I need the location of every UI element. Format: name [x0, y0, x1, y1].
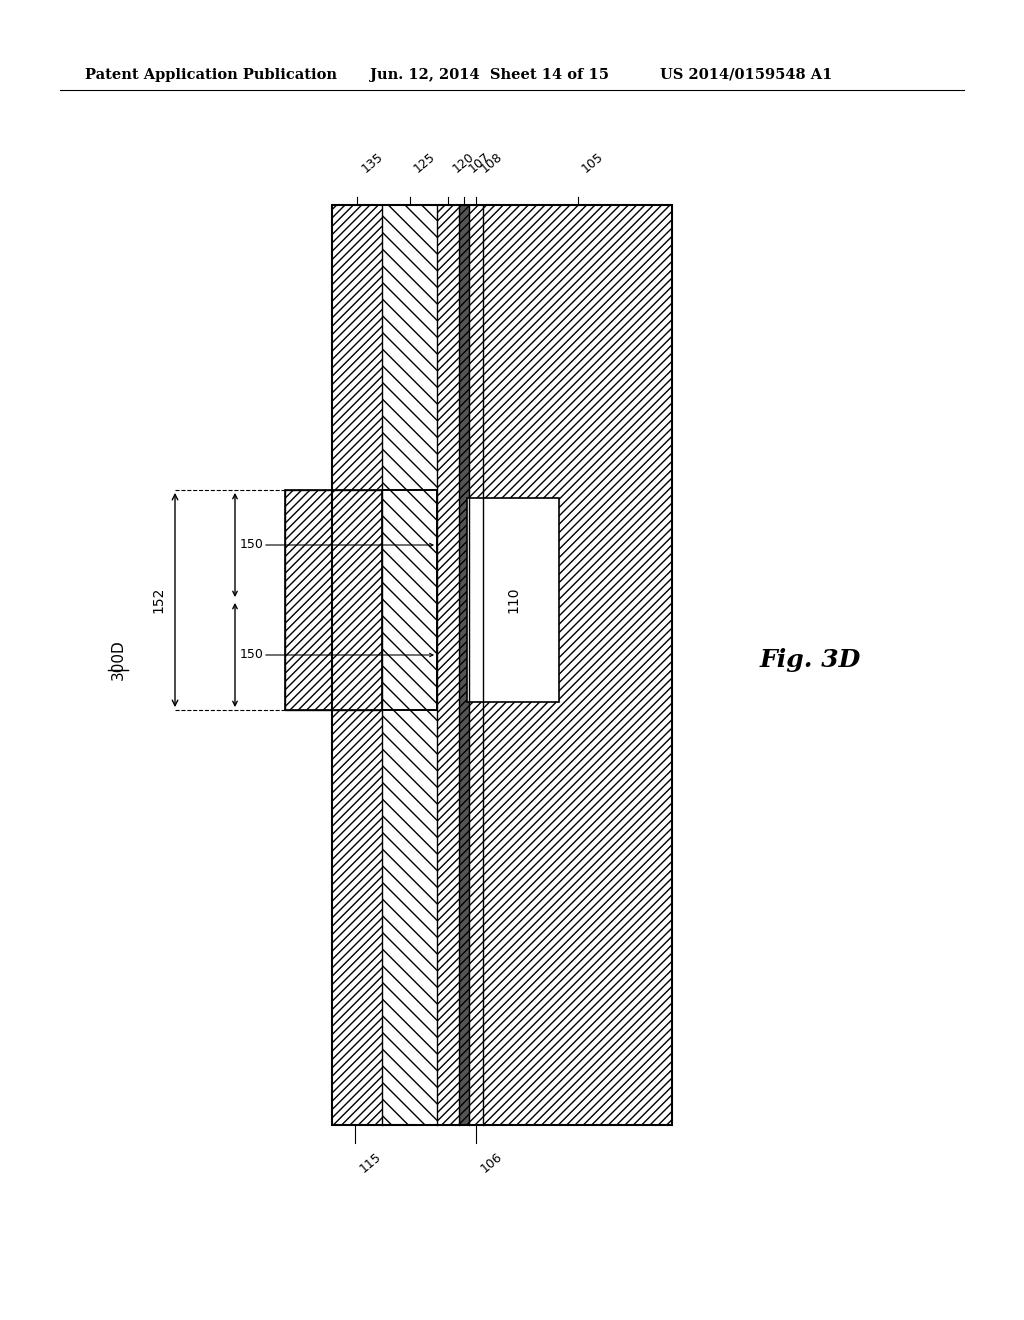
- Bar: [483, 205, 672, 1125]
- Bar: [382, 205, 437, 1125]
- Bar: [285, 490, 437, 710]
- Text: 120: 120: [450, 149, 476, 176]
- Text: 106: 106: [478, 1150, 505, 1175]
- Text: US 2014/0159548 A1: US 2014/0159548 A1: [660, 69, 833, 82]
- Text: 125: 125: [412, 149, 438, 176]
- Text: 110: 110: [506, 587, 520, 614]
- Text: 152: 152: [151, 587, 165, 614]
- Text: 108: 108: [478, 149, 505, 176]
- Bar: [382, 490, 437, 710]
- Bar: [332, 205, 672, 1125]
- Text: Fig. 3D: Fig. 3D: [760, 648, 860, 672]
- Text: 150: 150: [240, 539, 264, 552]
- Bar: [459, 205, 469, 1125]
- Text: 107: 107: [466, 149, 493, 176]
- Text: 300D: 300D: [111, 640, 126, 680]
- Bar: [469, 205, 483, 1125]
- Text: 105: 105: [580, 149, 606, 176]
- Bar: [332, 205, 382, 1125]
- Text: Patent Application Publication: Patent Application Publication: [85, 69, 337, 82]
- Text: 115: 115: [357, 1150, 384, 1175]
- Bar: [285, 490, 382, 710]
- Bar: [467, 498, 559, 702]
- Bar: [437, 205, 459, 1125]
- Text: 135: 135: [359, 149, 386, 176]
- Text: 150: 150: [240, 648, 264, 661]
- Text: Jun. 12, 2014  Sheet 14 of 15: Jun. 12, 2014 Sheet 14 of 15: [370, 69, 609, 82]
